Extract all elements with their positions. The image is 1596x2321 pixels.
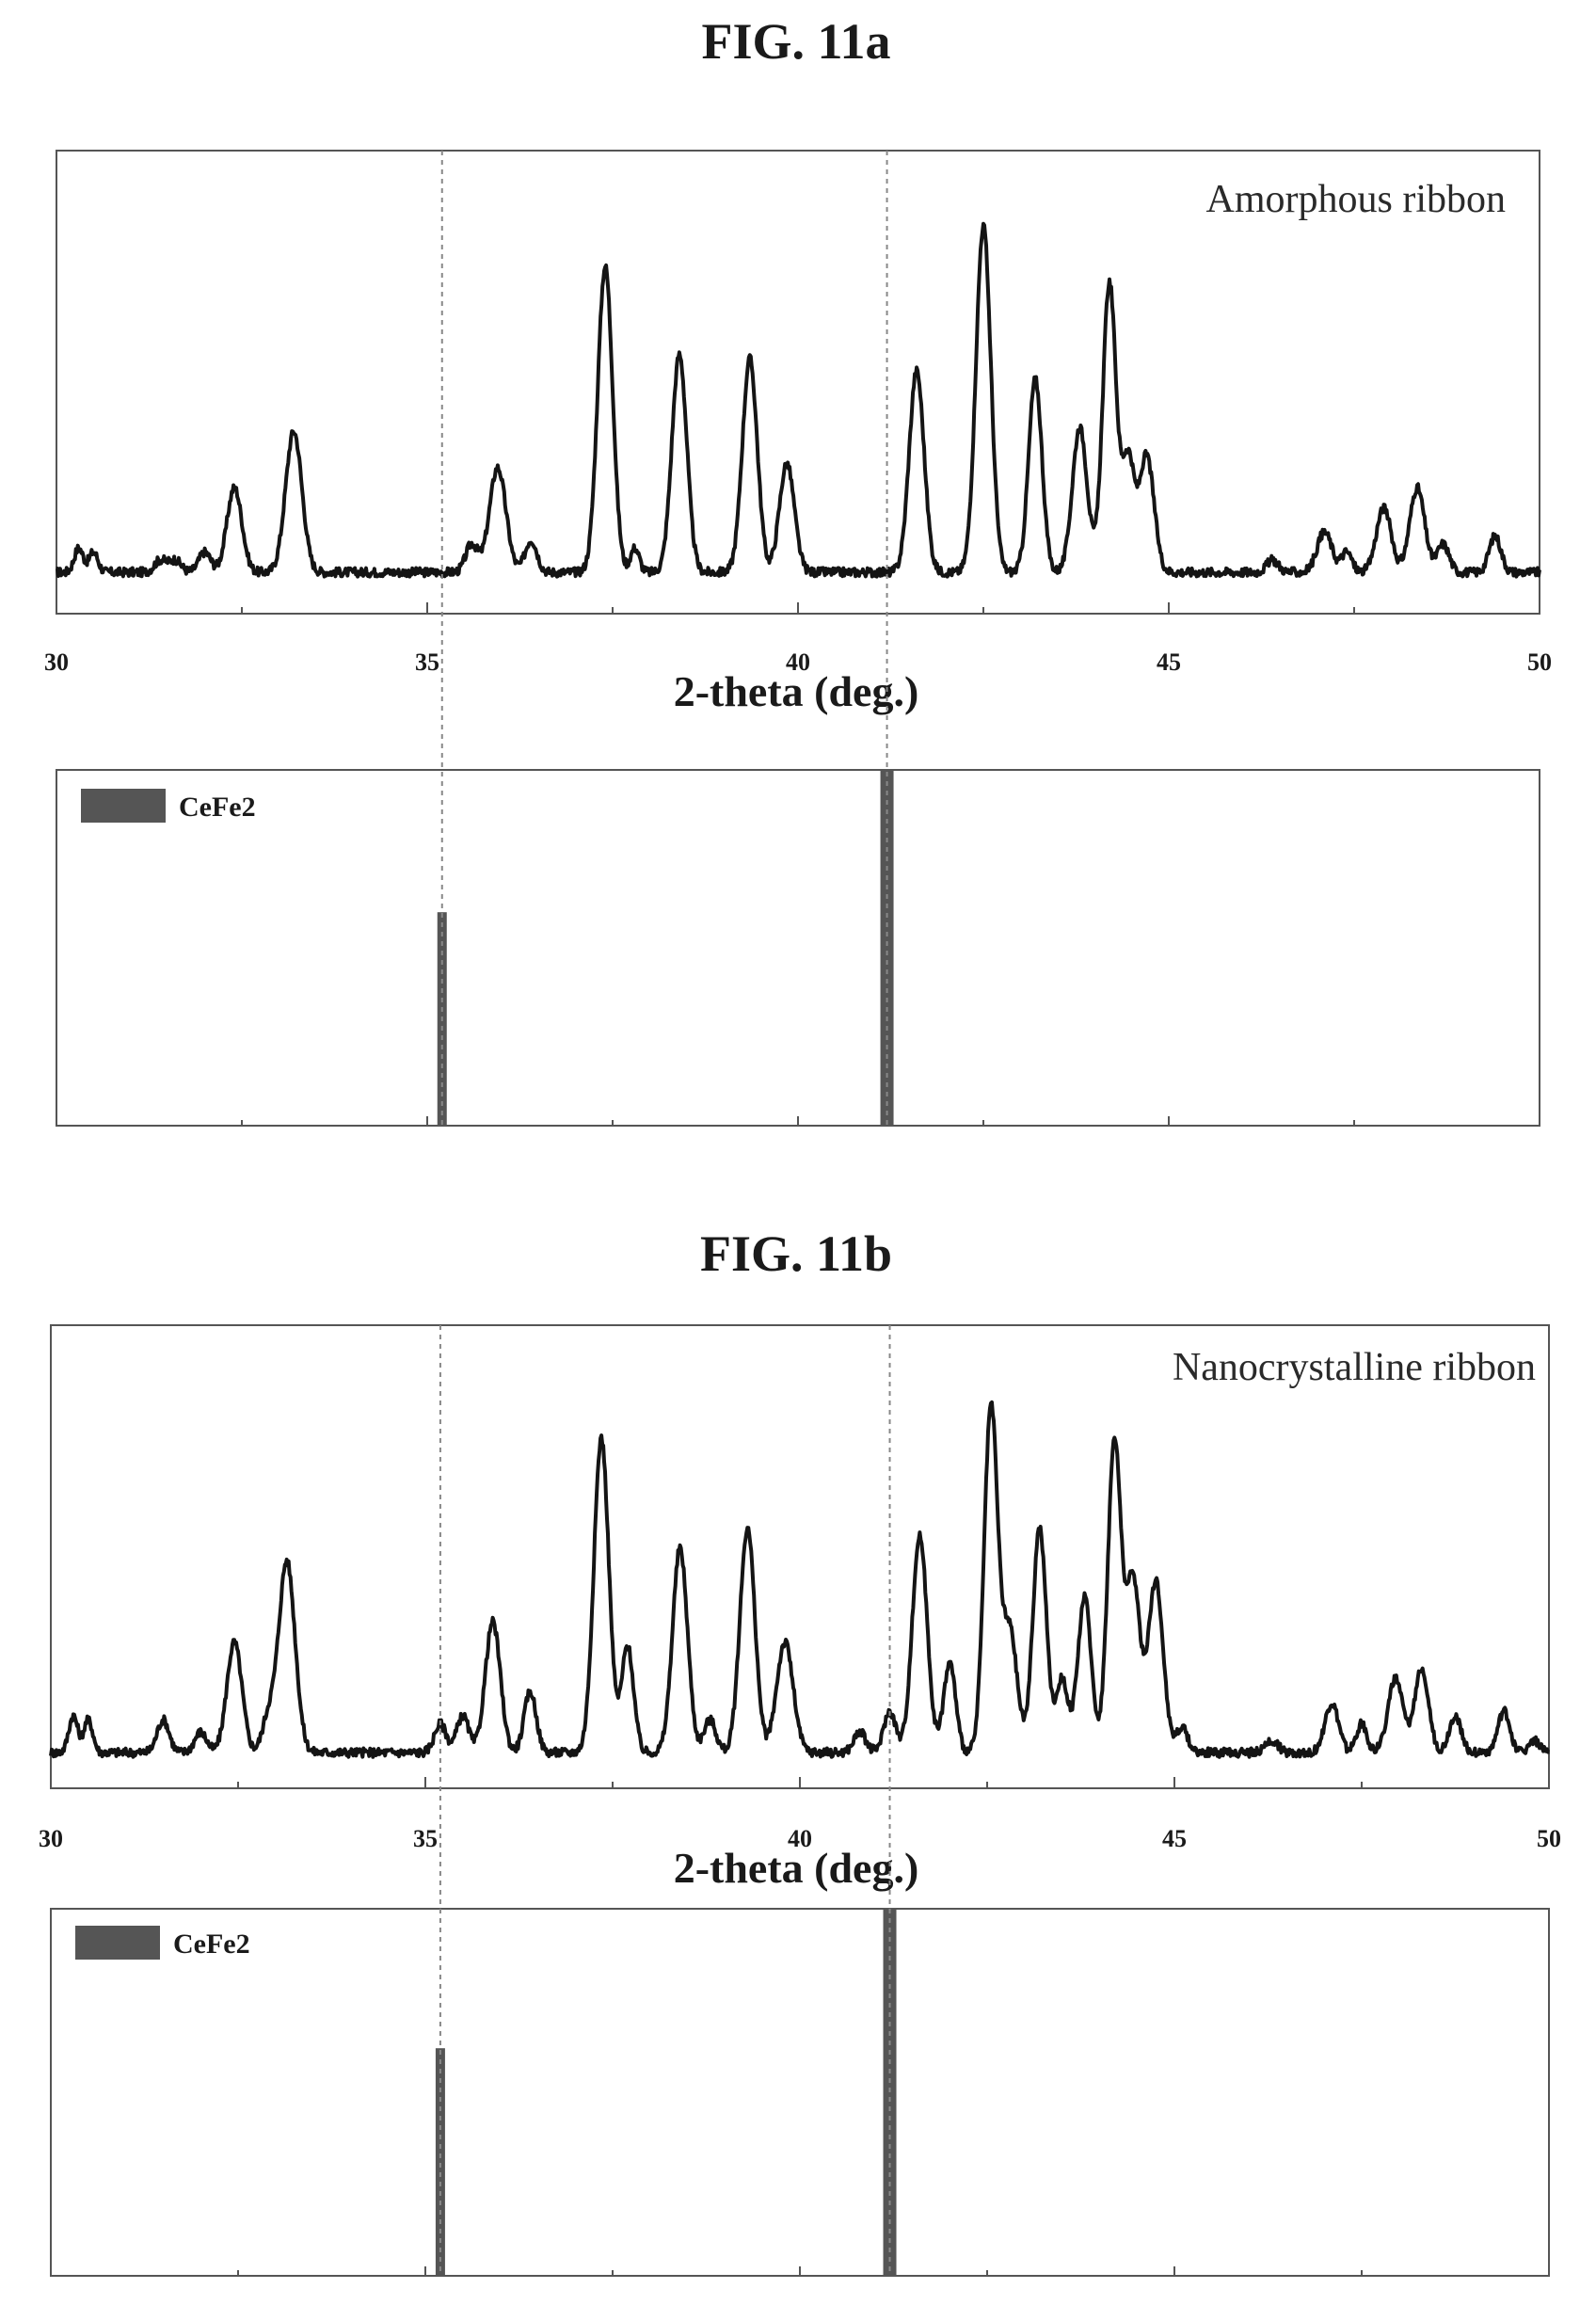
x-tick-label-30-b: 30 bbox=[39, 1825, 63, 1852]
x-tick-label-50-b: 50 bbox=[1537, 1825, 1561, 1852]
reference-bar-cefe2-41-11a bbox=[880, 770, 894, 1126]
reference-panel-11a: CeFe2 bbox=[56, 769, 1540, 1127]
x-axis-title-11b: 2-theta (deg.) bbox=[674, 1844, 919, 1892]
sample-label-nanocrystalline: Nanocrystalline ribbon bbox=[1173, 1346, 1536, 1389]
x-tick-label-35-b: 35 bbox=[413, 1825, 438, 1852]
sample-label-amorphous: Amorphous ribbon bbox=[1206, 178, 1507, 221]
x-axis-ticks-11b bbox=[50, 1777, 1550, 1788]
legend-swatch-cefe2-11b bbox=[75, 1926, 160, 1960]
x-tick-label-30: 30 bbox=[44, 648, 69, 676]
x-tick-label-35: 35 bbox=[415, 648, 439, 676]
diffraction-trace-nanocrystalline bbox=[49, 1400, 1550, 1759]
reference-bar-cefe2-35-11b bbox=[435, 2048, 445, 2276]
x-axis-title-11a: 2-theta (deg.) bbox=[674, 667, 919, 715]
x-tick-label-50: 50 bbox=[1527, 648, 1552, 676]
x-tick-label-40-b: 40 bbox=[788, 1825, 812, 1852]
pattern-panel-11a: Amorphous ribbon 30 35 40 45 50 2-theta … bbox=[44, 150, 1552, 715]
legend-label-cefe2-11a: CeFe2 bbox=[179, 792, 256, 823]
legend-swatch-cefe2-11a bbox=[81, 789, 166, 823]
diffraction-trace-amorphous bbox=[56, 221, 1541, 579]
figure-title-11a: FIG. 11a bbox=[701, 13, 890, 70]
reference-panel-11b: CeFe2 bbox=[50, 1908, 1550, 2277]
x-axis-ticks-11a bbox=[56, 602, 1540, 614]
pattern-panel-11b: Nanocrystalline ribbon 30 35 40 45 50 2-… bbox=[39, 1324, 1561, 1892]
x-tick-label-45: 45 bbox=[1157, 648, 1181, 676]
legend-label-cefe2-11b: CeFe2 bbox=[173, 1929, 250, 1960]
x-tick-label-45-b: 45 bbox=[1162, 1825, 1187, 1852]
reference-ticks-11a bbox=[56, 1116, 1540, 1126]
figure-title-11b: FIG. 11b bbox=[700, 1225, 892, 1282]
reference-ticks-11b bbox=[50, 2266, 1550, 2276]
x-tick-label-40: 40 bbox=[786, 648, 810, 676]
